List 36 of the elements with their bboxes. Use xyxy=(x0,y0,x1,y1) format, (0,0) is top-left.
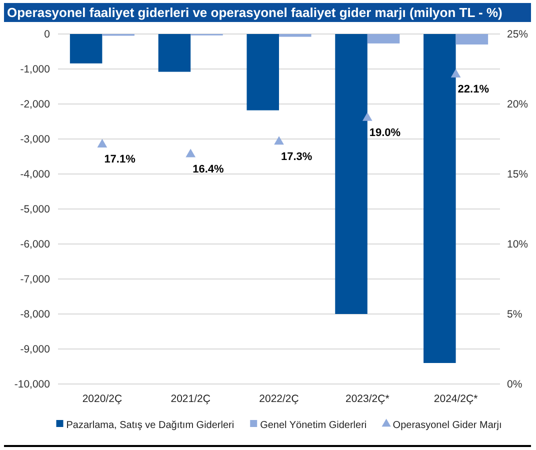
x-tick-label: 2020/2Ç xyxy=(82,393,122,405)
x-tick-label: 2024/2Ç* xyxy=(434,393,478,405)
legend-label: Pazarlama, Satış ve Dağıtım Giderleri xyxy=(66,420,234,431)
point xyxy=(450,68,461,78)
y-tick-label: -6,000 xyxy=(20,238,50,251)
legend-label: Operasyonel Gider Marjı xyxy=(392,420,502,431)
x-tick-label: 2021/2Ç xyxy=(170,393,211,405)
y-tick-label: -8,000 xyxy=(20,308,50,321)
point xyxy=(97,138,108,148)
y-tick-label: -7,000 xyxy=(20,274,50,286)
data-label: 17.3% xyxy=(281,150,312,163)
y-tick-label: -3,000 xyxy=(20,134,50,146)
legend-label: Genel Yönetim Giderleri xyxy=(260,420,367,431)
point xyxy=(274,136,284,145)
x-tick-label: 2023/2Ç* xyxy=(346,393,390,405)
y2-tick-label: 25% xyxy=(507,28,528,41)
y2-tick-label: 20% xyxy=(507,98,528,111)
data-label: 19.0% xyxy=(369,127,401,139)
y2-tick-label: 15% xyxy=(507,168,528,181)
y-tick-label: -5,000 xyxy=(20,204,50,216)
x-tick-label: 2022/2Ç xyxy=(259,393,300,405)
data-label: 17.1% xyxy=(104,154,136,166)
y2-tick-label: 5% xyxy=(507,308,522,321)
y2-tick-label: 10% xyxy=(507,238,528,251)
y-tick-label: -2,000 xyxy=(20,98,50,111)
data-label: 16.4% xyxy=(192,163,224,176)
y-tick-label: 0 xyxy=(44,28,50,41)
y-tick-label: -10,000 xyxy=(14,378,50,391)
data-label: 22.1% xyxy=(458,84,490,96)
point xyxy=(362,112,372,121)
point xyxy=(186,148,196,158)
chart-title: Operasyonel faaliyet giderleri ve operasyonel faaliyet gider marjı (milyon TL - %) xyxy=(7,5,502,20)
y-tick-label: -1,000 xyxy=(20,64,50,76)
y-tick-label: -9,000 xyxy=(20,344,50,356)
y-tick-label: -4,000 xyxy=(20,168,50,181)
y2-tick-label: 0% xyxy=(507,378,522,391)
